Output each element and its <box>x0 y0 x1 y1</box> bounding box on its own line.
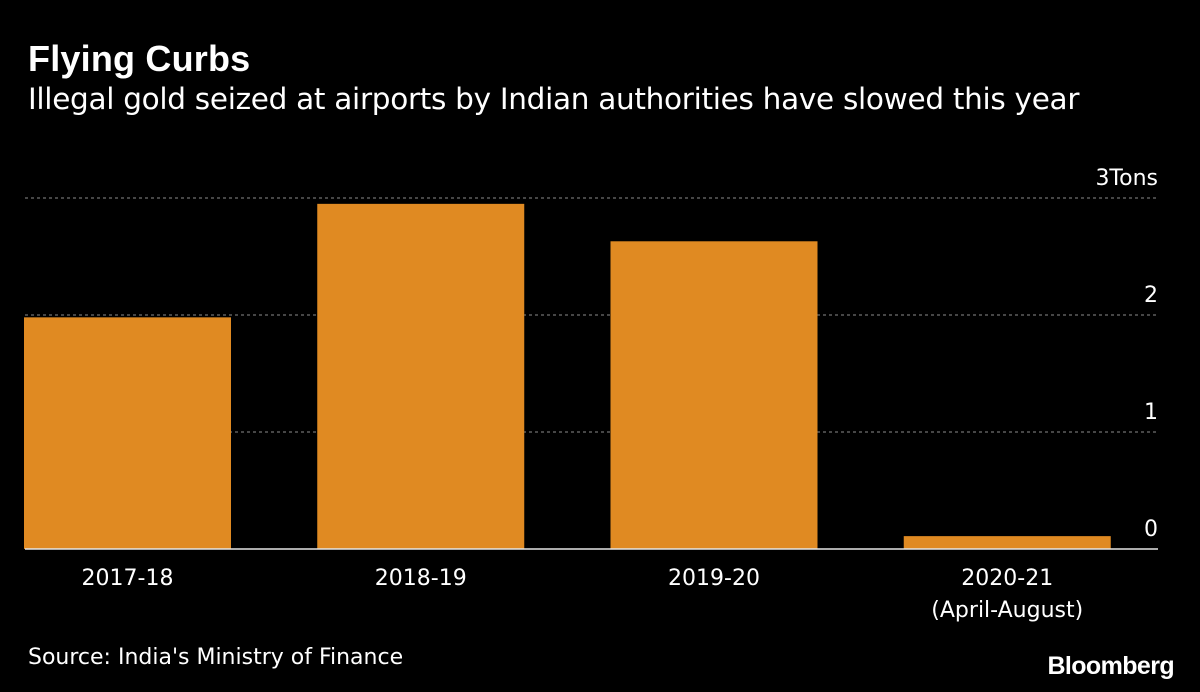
x-tick-label: 2019-20 <box>668 566 760 591</box>
y-tick-label: 0 <box>1144 517 1158 542</box>
bar-4 <box>903 536 1111 549</box>
bar-3 <box>610 241 818 550</box>
chart-title: Flying Curbs <box>28 38 251 79</box>
chart-subtitle: Illegal gold seized at airports by India… <box>28 82 1080 116</box>
y-tick-label: 1 <box>1144 400 1158 425</box>
bar-1 <box>24 317 231 549</box>
x-tick-label: 2018-19 <box>375 566 467 591</box>
x-tick-label: (April-August) <box>931 598 1083 623</box>
bar-2 <box>317 203 525 549</box>
y-tick-label: 2 <box>1144 283 1158 308</box>
x-tick-label: 2017-18 <box>82 566 174 591</box>
bloomberg-logo: Bloomberg <box>1047 652 1174 680</box>
y-tick-label: 3Tons <box>1095 166 1158 191</box>
source-note: Source: India's Ministry of Finance <box>28 645 404 670</box>
x-tick-label: 2020-21 <box>961 566 1053 591</box>
